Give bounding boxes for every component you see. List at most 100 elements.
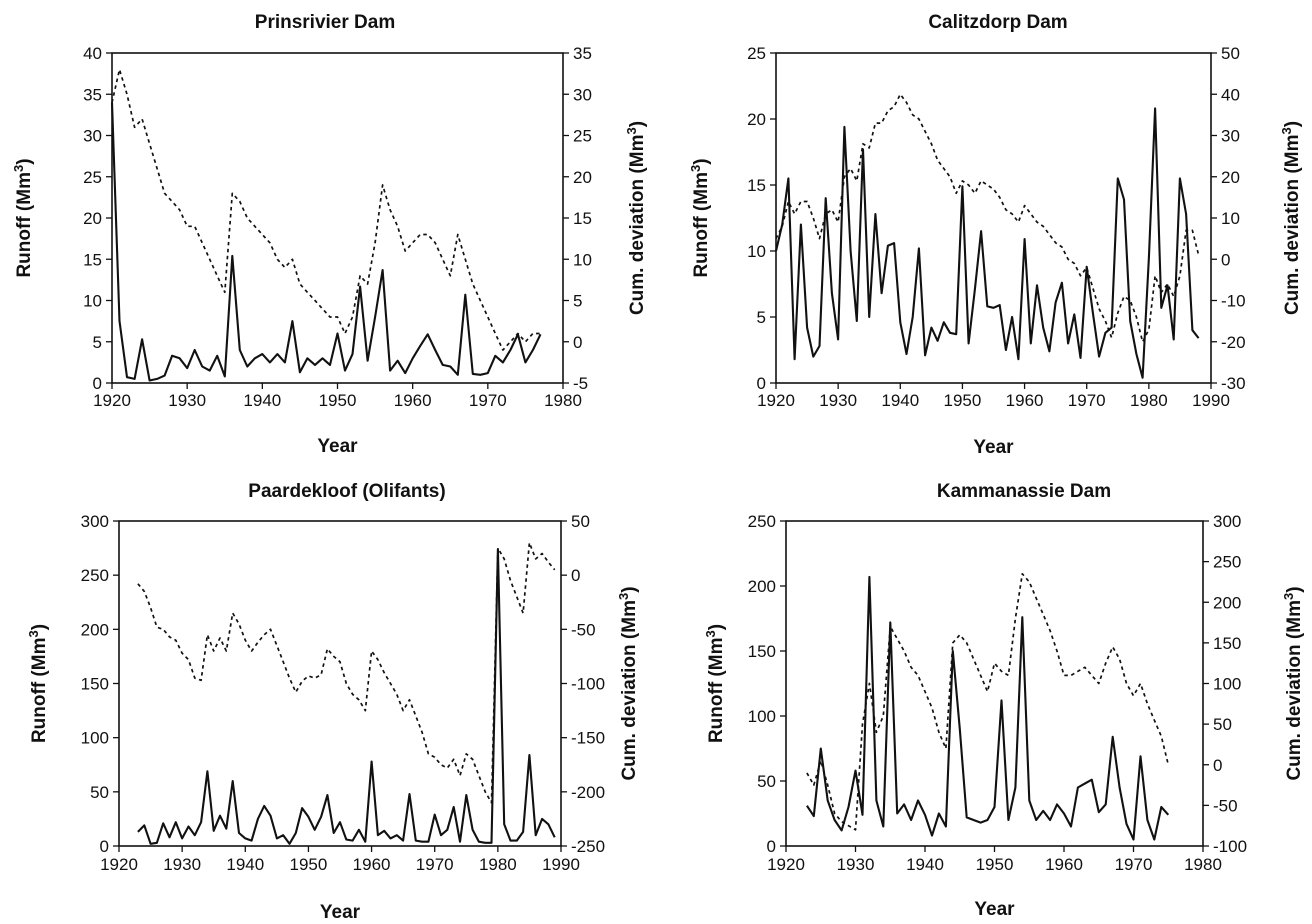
y-axis-label-text: Runoff (Mm — [29, 638, 50, 744]
y2-axis-label-text: Cum. deviation (Mm — [627, 135, 648, 316]
x-tick-label: 1960 — [1006, 391, 1044, 410]
x-tick-label: 1940 — [881, 391, 919, 410]
y-axis-label-unit-exponent: 3 — [703, 630, 718, 637]
y-axis-label-text: Runoff (Mm — [706, 638, 727, 744]
y2-tick-label: -250 — [571, 837, 605, 856]
x-tick-label: 1950 — [290, 855, 328, 874]
y-tick-label: 100 — [748, 707, 776, 726]
x-tick-label: 1980 — [1130, 391, 1168, 410]
x-tick-label: 1950 — [319, 391, 357, 410]
x-tick-label: 1980 — [479, 855, 517, 874]
x-tick-label: 1970 — [1068, 391, 1106, 410]
y-tick-label: 15 — [83, 250, 102, 269]
y-tick-label: 50 — [757, 772, 776, 791]
y2-tick-label: 50 — [1213, 715, 1232, 734]
y2-tick-label: -50 — [1213, 796, 1238, 815]
y2-axis-label: Cum. deviation (Mm3) — [616, 586, 640, 780]
y2-axis-label-unit-exponent: 3 — [1281, 593, 1296, 600]
y2-tick-label: 15 — [573, 209, 592, 228]
y-tick-label: 20 — [83, 209, 102, 228]
x-tick-label: 1920 — [757, 391, 795, 410]
x-tick-label: 1940 — [243, 391, 281, 410]
y-tick-label: 150 — [748, 642, 776, 661]
y2-tick-label: 100 — [1213, 675, 1241, 694]
y-tick-label: 250 — [81, 566, 109, 585]
y-axis-label: Runoff (Mm3) — [26, 624, 50, 743]
y-axis-label-text: Runoff (Mm — [691, 172, 712, 278]
cumulative-deviation-line — [806, 572, 1170, 831]
y2-axis-label-text: Cum. deviation (Mm — [619, 600, 640, 781]
chart-title: Paardekloof (Olifants) — [248, 481, 445, 502]
x-tick-label: 1990 — [1192, 391, 1230, 410]
y2-tick-label: 25 — [573, 127, 592, 146]
x-tick-label: 1920 — [767, 855, 805, 874]
y-tick-label: 5 — [757, 308, 766, 327]
y2-tick-label: 30 — [573, 85, 592, 104]
y-tick-label: 50 — [90, 783, 109, 802]
y2-axis-label-unit-close: ) — [619, 586, 640, 592]
y-axis-label-unit-close: ) — [14, 158, 35, 164]
y2-tick-label: -20 — [1221, 333, 1246, 352]
y2-axis-label-unit-close: ) — [627, 121, 648, 127]
y2-axis-label: Cum. deviation (Mm3) — [1279, 121, 1303, 315]
chart-title: Kammanassie Dam — [937, 481, 1111, 502]
cumulative-deviation-line — [111, 68, 541, 351]
chart-paardekloof-olifants: Paardekloof (Olifants) 1920 1930 1940 1950 1… — [26, 481, 640, 923]
y2-tick-label: 30 — [1221, 127, 1240, 146]
x-tick-label: 1950 — [976, 855, 1014, 874]
y-axis-label-unit-exponent: 3 — [11, 165, 26, 172]
chart-kammanassie-dam: Kammanassie Dam 1920 1930 1940 1950 1960 1970… — [703, 481, 1305, 920]
y2-axis-label-unit-exponent: 3 — [624, 127, 639, 134]
y2-tick-label: 0 — [571, 566, 580, 585]
y2-tick-label: 20 — [1221, 168, 1240, 187]
y-tick-label: 10 — [747, 242, 766, 261]
y-axis-label-unit-close: ) — [29, 624, 50, 630]
y-axis-label-unit-exponent: 3 — [688, 165, 703, 172]
x-tick-label: 1940 — [226, 855, 264, 874]
y2-tick-label: 20 — [573, 168, 592, 187]
y-axis-label-unit-exponent: 3 — [26, 630, 41, 637]
y-tick-label: 0 — [757, 374, 766, 393]
y-axis-label-unit-close: ) — [691, 158, 712, 164]
x-tick-label: 1960 — [394, 391, 432, 410]
y2-axis-label-unit-close: ) — [1282, 121, 1303, 127]
y2-tick-label: -50 — [571, 620, 596, 639]
y2-tick-label: 0 — [573, 333, 582, 352]
y2-tick-label: 5 — [573, 292, 582, 311]
x-tick-label: 1930 — [819, 391, 857, 410]
y-tick-label: 20 — [747, 110, 766, 129]
y-tick-label: 200 — [81, 620, 109, 639]
y-tick-label: 300 — [81, 512, 109, 531]
y-tick-label: 30 — [83, 127, 102, 146]
chart-prinsrivier-dam: Prinsrivier Dam 1920 1930 1940 1950 1960 1970… — [11, 12, 648, 457]
y2-axis-label-text: Cum. deviation (Mm — [1284, 600, 1305, 781]
y2-tick-label: 300 — [1213, 512, 1241, 531]
y-axis-label: Runoff (Mm3) — [688, 158, 712, 277]
x-tick-label: 1970 — [1115, 855, 1153, 874]
y2-tick-label: 50 — [1221, 44, 1240, 63]
x-tick-label: 1960 — [1045, 855, 1083, 874]
x-tick-label: 1930 — [837, 855, 875, 874]
y2-axis-label: Cum. deviation (Mm3) — [1281, 586, 1305, 780]
x-tick-label: 1980 — [544, 391, 582, 410]
y2-tick-label: 0 — [1213, 756, 1222, 775]
y2-tick-label: -10 — [1221, 292, 1246, 311]
chart-calitzdorp-dam: Calitzdorp Dam 1920 1930 1940 1950 1960 1970 1… — [688, 12, 1303, 458]
y-tick-label: 15 — [747, 176, 766, 195]
y-tick-label: 25 — [83, 168, 102, 187]
cumulative-deviation-line — [775, 93, 1200, 343]
y2-axis-label-unit-exponent: 3 — [616, 593, 631, 600]
runoff-line — [137, 548, 556, 845]
y2-axis-label-unit-close: ) — [1284, 586, 1305, 592]
runoff-line — [774, 107, 1200, 379]
y2-tick-label: -5 — [573, 374, 588, 393]
x-tick-label: 1920 — [100, 855, 138, 874]
y-tick-label: 5 — [93, 333, 102, 352]
x-axis-label: Year — [974, 899, 1015, 920]
y2-axis-label-unit-exponent: 3 — [1279, 127, 1294, 134]
y-tick-label: 150 — [81, 675, 109, 694]
y2-tick-label: -100 — [571, 675, 605, 694]
chart-title: Prinsrivier Dam — [255, 12, 395, 33]
x-tick-label: 1980 — [1184, 855, 1222, 874]
